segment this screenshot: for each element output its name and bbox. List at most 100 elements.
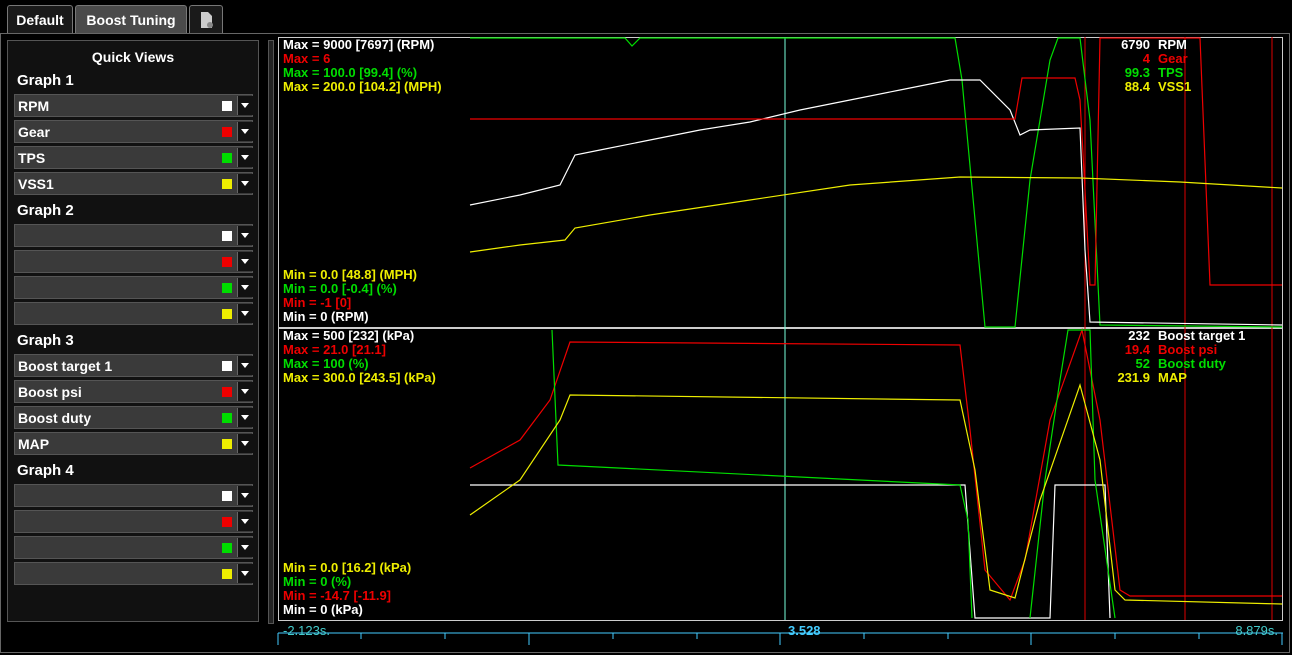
color-swatch — [222, 101, 232, 111]
min-label: Min = 0 (RPM) — [283, 309, 369, 324]
rpm-trace — [469, 79, 1283, 326]
graph-heading: Graph 4 — [17, 462, 74, 479]
sidebar-title: Quick Views — [91, 49, 175, 65]
max-label: Max = 9000 [7697] (RPM) — [283, 37, 435, 52]
quick-view-row[interactable] — [14, 276, 253, 299]
splitter[interactable] — [268, 40, 274, 624]
graph-frame — [278, 37, 1283, 328]
timeline-end: 8.879s. — [1235, 623, 1278, 638]
color-swatch — [222, 491, 232, 501]
quick-view-row[interactable]: Boost psi — [14, 380, 253, 403]
color-swatch — [222, 413, 232, 423]
current-value: 232 — [1128, 328, 1150, 343]
min-label: Min = 0.0 [16.2] (kPa) — [283, 560, 412, 575]
quick-view-row[interactable]: Gear — [14, 120, 253, 143]
dropdown-button[interactable] — [237, 226, 253, 245]
row-label: Boost psi — [18, 384, 82, 400]
dropdown-button[interactable] — [237, 174, 253, 193]
dropdown-button[interactable] — [237, 122, 253, 141]
quick-view-row[interactable] — [14, 250, 253, 273]
dropdown-button[interactable] — [237, 252, 253, 271]
quick-view-row[interactable]: RPM — [14, 94, 253, 117]
color-swatch — [222, 309, 232, 319]
tab-icon[interactable] — [189, 5, 223, 33]
max-label: Max = 200.0 [104.2] (MPH) — [283, 79, 442, 94]
color-swatch — [222, 231, 232, 241]
row-label: MAP — [18, 436, 50, 452]
boost-target-trace — [470, 484, 1111, 619]
boost-duty-trace — [1029, 329, 1116, 619]
dropdown-button[interactable] — [237, 538, 253, 557]
dropdown-button[interactable] — [237, 382, 253, 401]
min-label: Min = -14.7 [-11.9] — [283, 588, 392, 603]
max-label: Max = 6 — [283, 51, 331, 66]
current-value: 52 — [1135, 356, 1150, 371]
color-swatch — [222, 179, 232, 189]
graph-heading: Graph 1 — [17, 72, 74, 89]
color-swatch — [222, 283, 232, 293]
dropdown-button[interactable] — [237, 408, 253, 427]
color-swatch — [222, 153, 232, 163]
dropdown-button[interactable] — [237, 512, 253, 531]
color-swatch — [222, 127, 232, 137]
color-swatch — [222, 439, 232, 449]
channel-name: Boost psi — [1158, 342, 1218, 357]
graph-frame — [278, 328, 1283, 621]
dropdown-button[interactable] — [237, 96, 253, 115]
boost-duty-trace — [551, 329, 973, 619]
timeline-cursor: 3.528 — [788, 623, 821, 638]
dropdown-button[interactable] — [237, 148, 253, 167]
row-label: Gear — [18, 124, 50, 140]
max-label: Max = 100.0 [99.4] (%) — [283, 65, 418, 80]
vss-trace — [469, 176, 1283, 253]
max-label: Max = 100 (%) — [283, 356, 369, 371]
channel-name: Boost target 1 — [1158, 328, 1246, 343]
row-label: Boost target 1 — [18, 358, 113, 374]
quick-view-row[interactable]: MAP — [14, 432, 253, 455]
dropdown-button[interactable] — [237, 356, 253, 375]
channel-name: Boost duty — [1158, 356, 1226, 371]
dropdown-button[interactable] — [237, 278, 253, 297]
quick-view-row[interactable] — [14, 484, 253, 507]
tab[interactable]: Default — [7, 5, 73, 33]
min-label: Min = 0.0 [48.8] (MPH) — [283, 267, 417, 282]
dropdown-button[interactable] — [237, 434, 253, 453]
current-value: 19.4 — [1124, 342, 1150, 357]
max-label: Max = 21.0 [21.1] — [283, 342, 386, 357]
timeline-ticks — [277, 633, 1283, 645]
quick-view-row[interactable] — [14, 510, 253, 533]
dropdown-button[interactable] — [237, 564, 253, 583]
color-swatch — [222, 361, 232, 371]
min-label: Min = -1 [0] — [283, 295, 352, 310]
current-value: 88.4 — [1124, 79, 1150, 94]
graph-heading: Graph 3 — [17, 332, 74, 349]
color-swatch — [222, 257, 232, 267]
row-label: TPS — [18, 150, 46, 166]
row-label: RPM — [18, 98, 50, 114]
quick-view-row[interactable]: Boost duty — [14, 406, 253, 429]
tab-active[interactable]: Boost Tuning — [75, 5, 187, 33]
color-swatch — [222, 517, 232, 527]
max-label: Max = 300.0 [243.5] (kPa) — [283, 370, 436, 385]
dropdown-button[interactable] — [237, 304, 253, 323]
quick-view-row[interactable] — [14, 536, 253, 559]
quick-view-row[interactable]: TPS — [14, 146, 253, 169]
quick-view-row[interactable]: VSS1 — [14, 172, 253, 195]
row-label: Boost duty — [18, 410, 92, 426]
quick-view-row[interactable] — [14, 562, 253, 585]
timeline-start: -2.123s. — [283, 623, 330, 638]
quick-view-row[interactable] — [14, 302, 253, 325]
graph-heading: Graph 2 — [17, 202, 74, 219]
map-trace — [469, 382, 1283, 605]
max-label: Max = 500 [232] (kPa) — [283, 328, 415, 343]
channel-name: Gear — [1158, 51, 1188, 66]
window-frame — [0, 33, 1290, 653]
channel-name: TPS — [1158, 65, 1184, 80]
dropdown-button[interactable] — [237, 486, 253, 505]
channel-name: VSS1 — [1158, 79, 1192, 94]
color-swatch — [222, 387, 232, 397]
quick-view-row[interactable]: Boost target 1 — [14, 354, 253, 377]
quick-view-row[interactable] — [14, 224, 253, 247]
